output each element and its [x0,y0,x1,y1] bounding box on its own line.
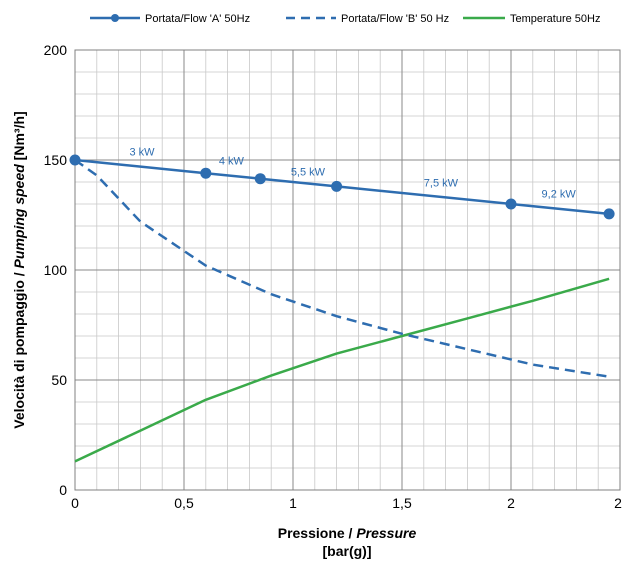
data-point-flow-a [331,180,343,192]
legend-label-flow-b: Portata/Flow 'B' 50 Hz [341,13,449,25]
plot-frame [74,49,621,491]
y-tick-label: 100 [44,262,68,278]
y-axis-title-italic: Pumping speed [11,164,27,269]
x-axis-units: [bar(g)] [323,543,372,559]
data-point-flow-a [200,167,212,179]
power-label: 4 kW [219,155,245,167]
y-tick-label: 50 [51,372,67,388]
data-point-flow-a [603,208,615,220]
legend-item-temperature: Temperature 50Hz [463,13,601,25]
data-point-flow-a [505,198,517,210]
x-tick-label: 0,5 [174,495,194,511]
power-label: 7,5 kW [424,177,459,189]
y-tick-label: 200 [44,42,68,58]
legend-item-flow-b: Portata/Flow 'B' 50 Hz [286,13,449,25]
power-label: 3 kW [130,147,156,159]
power-label: 5,5 kW [291,166,326,178]
series-line-temperature [74,277,610,463]
y-axis-title: Velocità di pompaggio / Pumping speed [N… [11,111,27,428]
x-tick-label: 0 [71,495,79,511]
series-line-flow-b [74,158,610,378]
y-axis-tick-labels: 0 50 100 150 200 [44,42,68,498]
legend-item-flow-a: Portata/Flow 'A' 50Hz [90,13,250,25]
x-tick-label: 2, [614,495,622,511]
y-axis-title-main: Velocità di pompaggio / [11,268,27,428]
y-tick-label: 150 [44,152,68,168]
power-label: 9,2 kW [542,188,577,200]
legend-label-flow-a: Portata/Flow 'A' 50Hz [145,13,250,25]
x-axis-title-main: Pressione / [278,525,357,541]
y-tick-label: 0 [59,482,67,498]
x-tick-label: 1,5 [392,495,412,511]
y-axis-title-units: [Nm³/h] [11,111,27,164]
x-axis-title-italic: Pressure [356,525,416,541]
legend-marker-flow-a [111,14,119,22]
series-line-flow-a [74,158,610,216]
annotations: 3 kW 4 kW 5,5 kW 7,5 kW 9,2 kW [130,147,577,201]
x-axis-tick-labels: 0 0,5 1 1,5 2 2, [71,495,622,511]
legend: Portata/Flow 'A' 50Hz Portata/Flow 'B' 5… [90,13,601,25]
x-tick-label: 2 [507,495,515,511]
legend-label-temperature: Temperature 50Hz [510,13,601,25]
x-tick-label: 1 [289,495,297,511]
data-point-flow-a [69,154,81,166]
series-layer [69,154,615,463]
data-point-flow-a [254,173,266,185]
x-axis-title: Pressione / Pressure [278,525,417,541]
